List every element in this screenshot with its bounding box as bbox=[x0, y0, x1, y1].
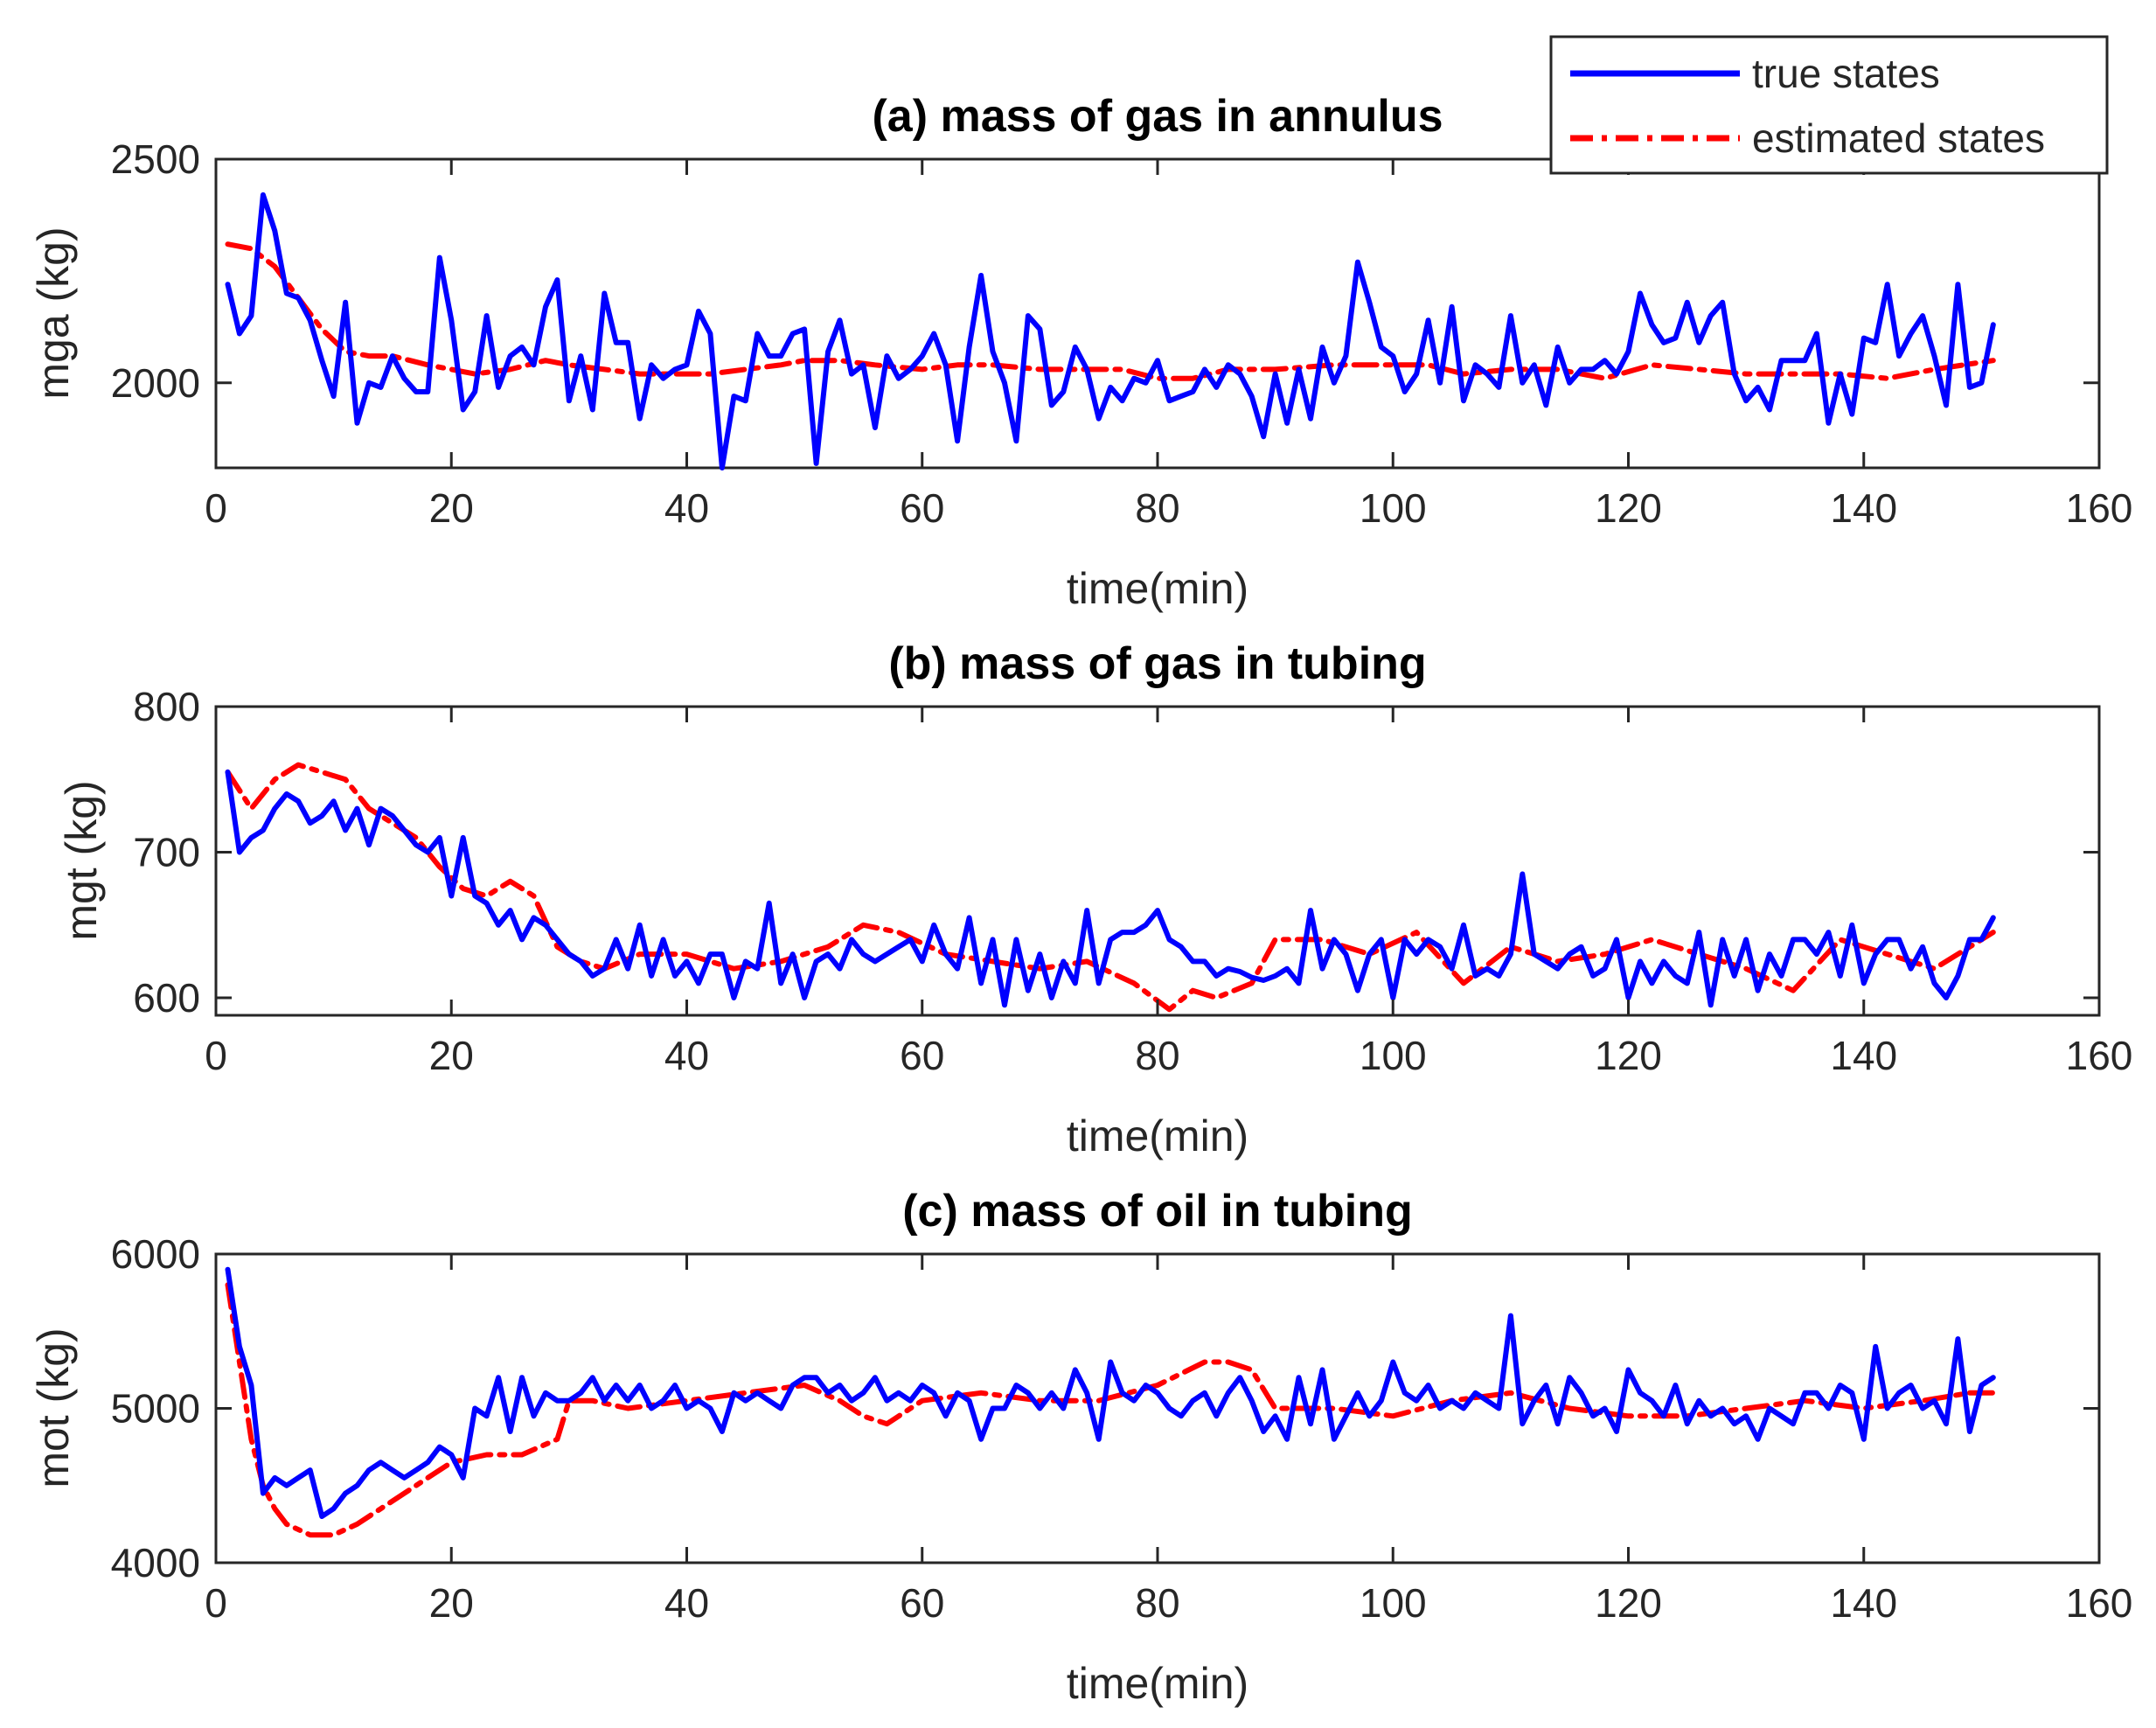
y-tick-label: 5000 bbox=[111, 1386, 200, 1432]
x-tick-label: 100 bbox=[1360, 1033, 1427, 1078]
y-tick-label: 2500 bbox=[111, 136, 200, 182]
x-axis-label: time(min) bbox=[1067, 564, 1248, 613]
axes-box bbox=[214, 705, 2101, 1017]
x-tick-label: 80 bbox=[1135, 1580, 1179, 1626]
x-tick-label: 100 bbox=[1360, 1580, 1427, 1626]
x-tick-label: 60 bbox=[900, 1033, 944, 1078]
plot-title: (b) mass of gas in tubing bbox=[888, 638, 1426, 689]
y-tick-label: 2000 bbox=[111, 360, 200, 406]
x-tick-label: 120 bbox=[1595, 485, 1662, 531]
x-tick-label: 60 bbox=[900, 1580, 944, 1626]
series-line-estimated-states bbox=[225, 1282, 1996, 1538]
y-tick-label: 4000 bbox=[111, 1540, 200, 1585]
series-line-true-states bbox=[225, 769, 1996, 1008]
x-tick-label: 80 bbox=[1135, 1033, 1179, 1078]
legend-label-true-states: true states bbox=[1752, 51, 1940, 96]
plot-title: (a) mass of gas in annulus bbox=[872, 91, 1443, 142]
y-axis-label: mga (kg) bbox=[29, 226, 78, 399]
x-tick-label: 140 bbox=[1830, 485, 1897, 531]
y-axis-label: mgt (kg) bbox=[57, 780, 106, 940]
y-axis-label: mot (kg) bbox=[29, 1327, 78, 1488]
x-tick-label: 40 bbox=[664, 1580, 709, 1626]
x-tick-label: 160 bbox=[2066, 485, 2133, 531]
x-tick-label: 120 bbox=[1595, 1033, 1662, 1078]
x-tick-label: 40 bbox=[664, 1033, 709, 1078]
x-tick-label: 40 bbox=[664, 485, 709, 531]
subplot-a-mass-of-gas-in-annulus: 0 20 40 60 80 100 120 140 160 2000 2500 (a) mass o… bbox=[29, 91, 2132, 613]
legend-label-estimated-states: estimated states bbox=[1752, 115, 2045, 161]
axes-box bbox=[214, 157, 2101, 470]
x-axis-label: time(min) bbox=[1067, 1659, 1248, 1708]
series-line-true-states bbox=[225, 1266, 1996, 1519]
x-tick-label: 140 bbox=[1830, 1033, 1897, 1078]
x-tick-label: 20 bbox=[429, 1580, 474, 1626]
x-tick-label: 160 bbox=[2066, 1580, 2133, 1626]
subplot-c-mass-of-oil-in-tubing: 0 20 40 60 80 100 120 140 160 4000 5000 6000 (c) ma… bbox=[29, 1186, 2132, 1708]
x-axis-label: time(min) bbox=[1067, 1111, 1248, 1160]
series-line-estimated-states bbox=[225, 241, 1996, 381]
x-tick-label: 20 bbox=[429, 485, 474, 531]
plot-title: (c) mass of oil in tubing bbox=[902, 1186, 1413, 1237]
x-tick-label: 140 bbox=[1830, 1580, 1897, 1626]
y-tick-label: 6000 bbox=[111, 1231, 200, 1277]
axes-box bbox=[214, 1252, 2101, 1564]
series-line-true-states bbox=[225, 192, 1996, 470]
x-tick-label: 20 bbox=[429, 1033, 474, 1078]
y-tick-label: 800 bbox=[133, 684, 200, 729]
legend-box bbox=[1549, 35, 2109, 175]
x-tick-label: 0 bbox=[205, 1033, 227, 1078]
y-tick-label: 600 bbox=[133, 975, 200, 1021]
y-tick-label: 700 bbox=[133, 830, 200, 875]
x-tick-label: 0 bbox=[205, 1580, 227, 1626]
legend: true states estimated states bbox=[1549, 35, 2109, 175]
x-tick-label: 0 bbox=[205, 485, 227, 531]
x-tick-label: 120 bbox=[1595, 1580, 1662, 1626]
x-tick-label: 100 bbox=[1360, 485, 1427, 531]
x-tick-label: 160 bbox=[2066, 1033, 2133, 1078]
x-tick-label: 60 bbox=[900, 485, 944, 531]
x-tick-label: 80 bbox=[1135, 485, 1179, 531]
subplot-b-mass-of-gas-in-tubing: 0 20 40 60 80 100 120 140 160 600 700 800 (b) mass … bbox=[57, 638, 2132, 1160]
